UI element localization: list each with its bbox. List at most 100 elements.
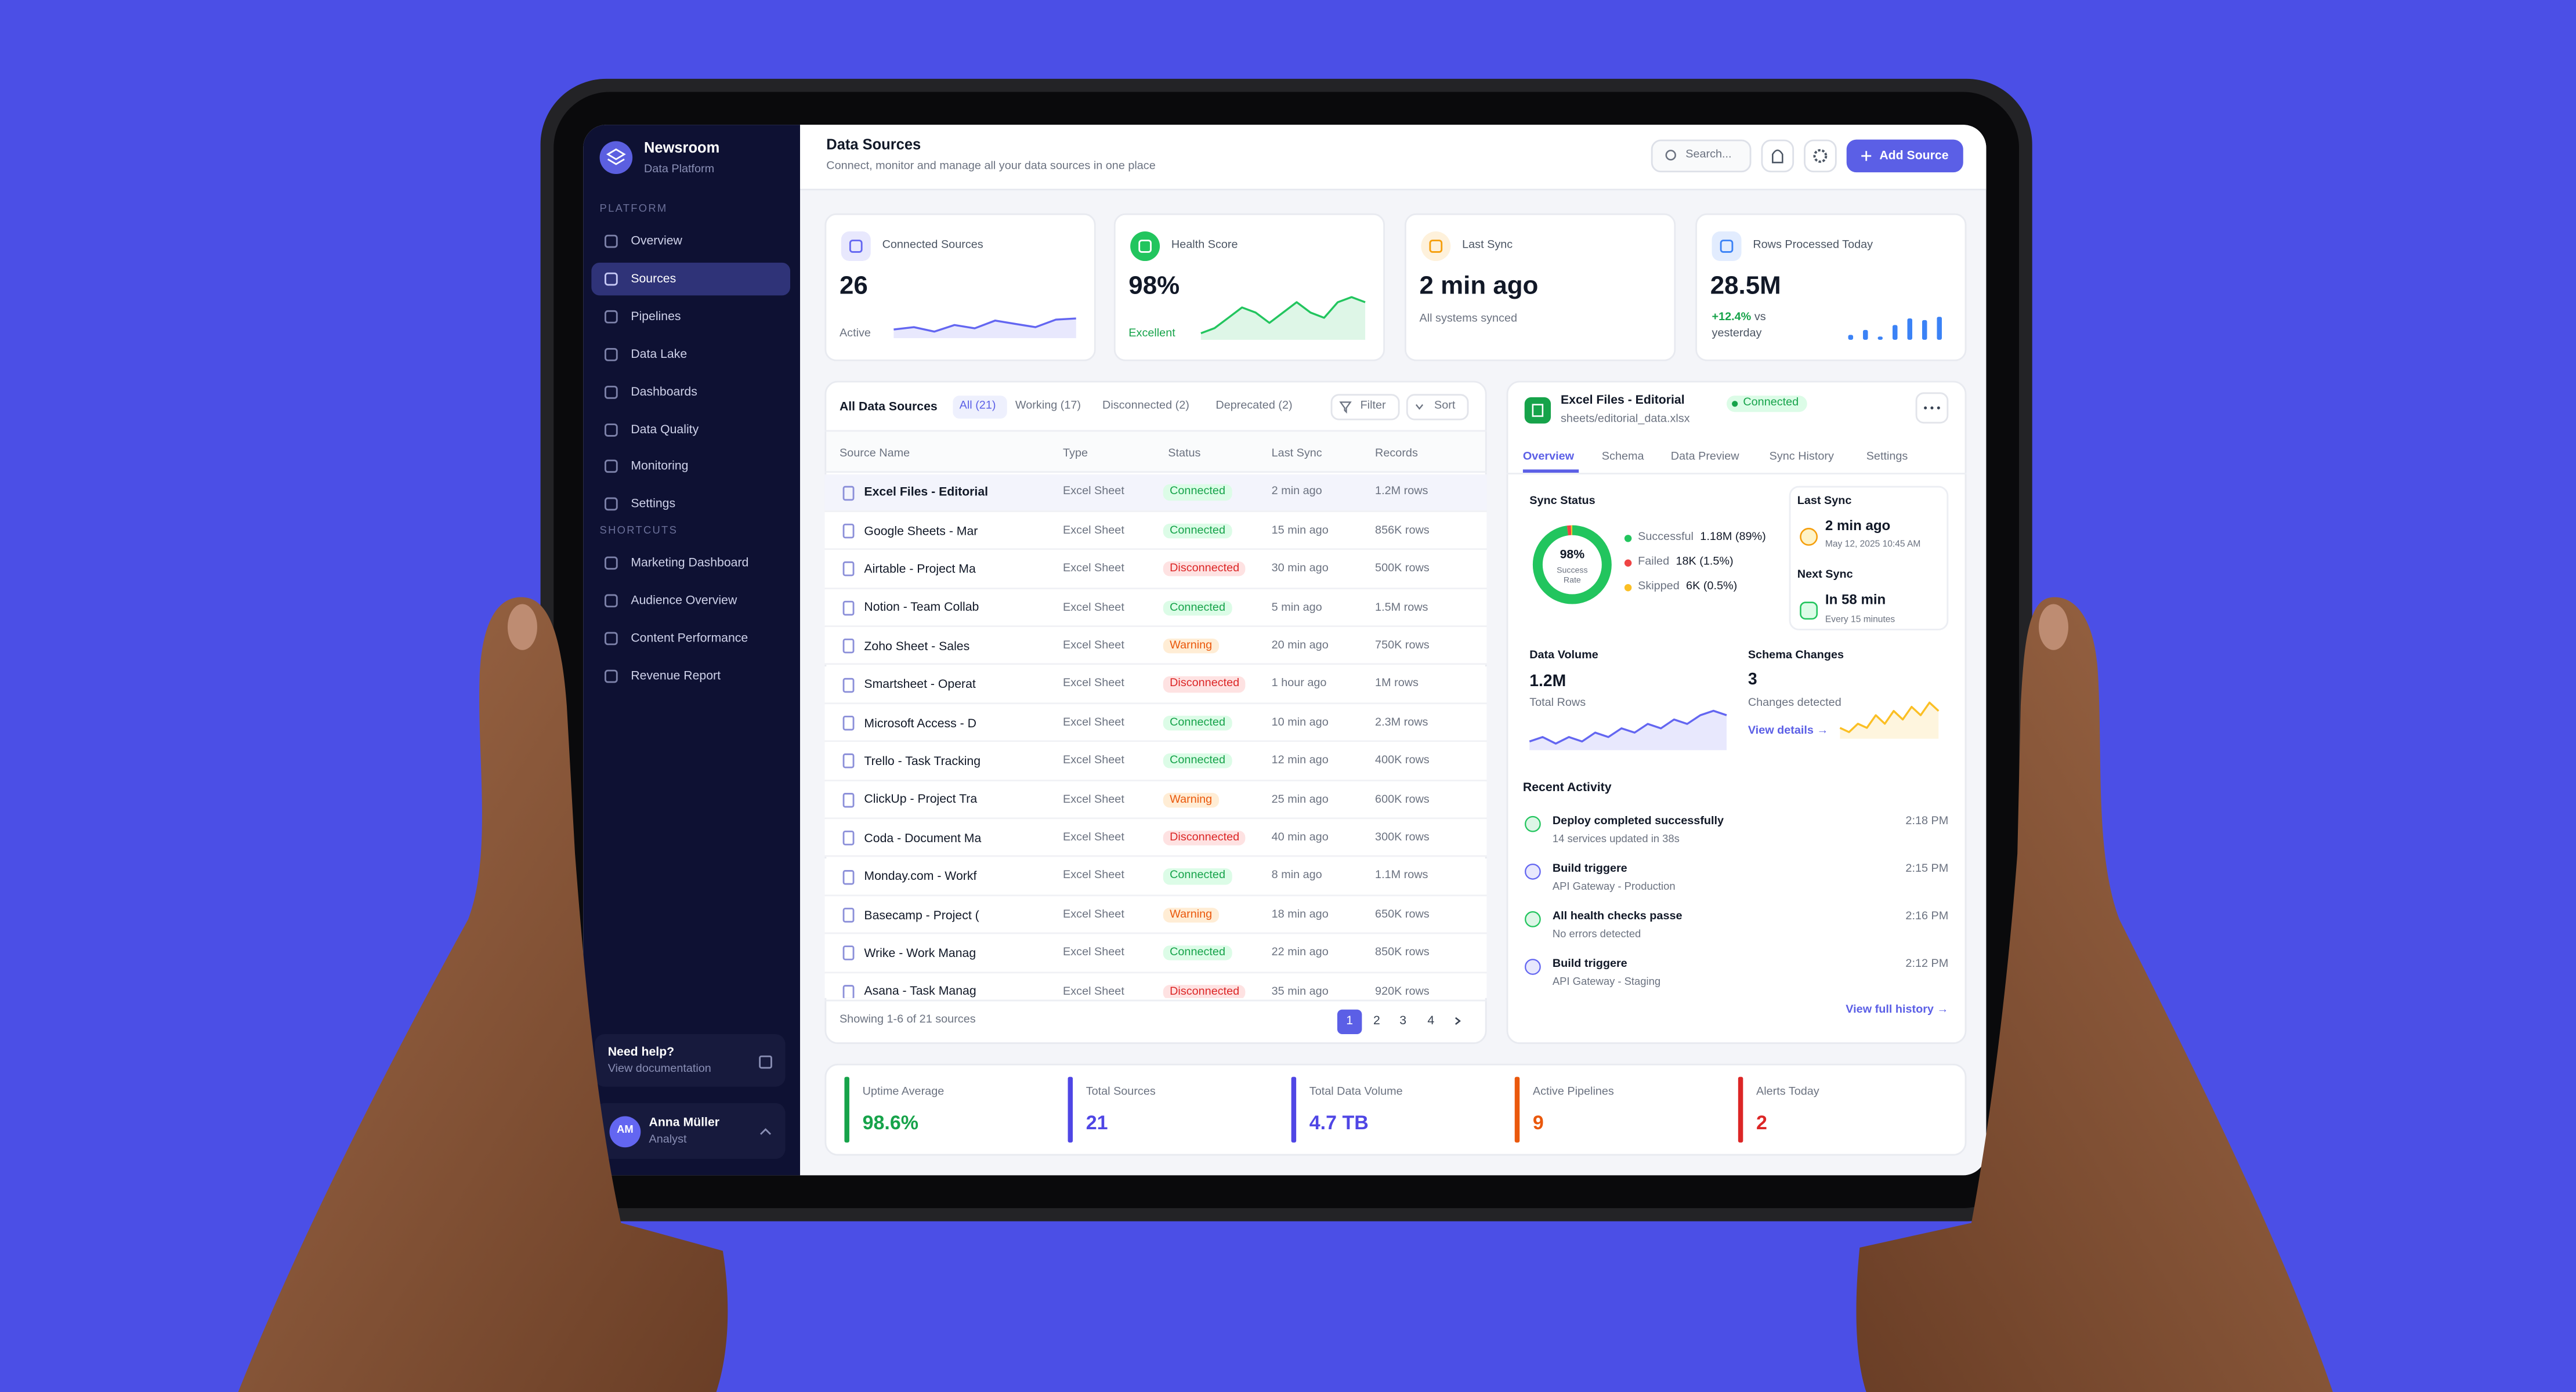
source-name: Wrike - Work Manag (864, 945, 976, 960)
filter-tab[interactable]: All (21) (959, 401, 996, 413)
nav-item[interactable]: Dashboards (631, 384, 697, 400)
status-badge: Disconnected (1163, 561, 1246, 577)
text: 1.18M (89%) (1700, 531, 1766, 543)
status-badge: Warning (1163, 907, 1219, 923)
sort-label: Sort (1434, 401, 1456, 413)
nav-item[interactable]: Content Performance (631, 630, 748, 646)
stat-value: 26 (839, 272, 868, 300)
stat-icon (1712, 231, 1742, 262)
table-row[interactable] (824, 704, 1487, 743)
table-row[interactable] (824, 627, 1487, 666)
user-role: Analyst (649, 1134, 687, 1147)
nav-item[interactable]: Data Quality (631, 422, 699, 437)
detail-tab[interactable]: Overview (1522, 452, 1575, 464)
sort-button[interactable] (1406, 394, 1469, 420)
nav-icon (605, 272, 618, 286)
nav-icon (605, 310, 618, 324)
nav-item[interactable]: Marketing Dashboard (631, 554, 749, 570)
file-icon (842, 600, 855, 615)
filter-tab[interactable]: Working (17) (1015, 401, 1081, 413)
stat-card (1405, 213, 1676, 361)
file-icon (842, 677, 855, 692)
source-name: Notion - Team Collab (864, 599, 979, 615)
nav-item[interactable]: Settings (631, 496, 676, 511)
text: 6K (0.5%) (1686, 581, 1738, 593)
last-sync: 40 min ago (1271, 832, 1329, 844)
source-name: Trello - Task Tracking (864, 753, 981, 768)
page-number[interactable]: 4 (1427, 1013, 1435, 1028)
source-name: Smartsheet - Operat (864, 676, 976, 691)
last-sync: 10 min ago (1271, 717, 1329, 729)
last-sync-value: 2 min ago (1825, 517, 1891, 535)
records: 2.3M rows (1375, 717, 1428, 729)
help-link[interactable]: View documentation (607, 1064, 711, 1076)
page-number[interactable]: 1 (1346, 1013, 1354, 1028)
table-row[interactable] (824, 781, 1487, 820)
text: Failed (1638, 556, 1670, 568)
table-row[interactable] (824, 934, 1487, 973)
more-button[interactable] (1915, 392, 1949, 424)
source-type: Excel Sheet (1063, 640, 1124, 652)
history-link[interactable]: View full history → (1846, 1005, 1949, 1017)
source-type: Excel Sheet (1063, 985, 1124, 998)
nav-item[interactable]: Monitoring (631, 458, 689, 473)
stat-value: 98% (1128, 272, 1180, 300)
source-type: Excel Sheet (1063, 563, 1124, 575)
table-row[interactable] (824, 819, 1487, 858)
detail-tab[interactable]: Schema (1601, 452, 1644, 464)
detail-tab[interactable]: Sync History (1769, 452, 1834, 464)
detail-tab[interactable]: Settings (1866, 452, 1908, 464)
stat-label: Health Score (1171, 240, 1238, 252)
source-type: Excel Sheet (1063, 947, 1124, 959)
nav-item[interactable]: Revenue Report (631, 668, 721, 683)
summary-label: Total Data Volume (1309, 1087, 1403, 1099)
records: 856K rows (1375, 525, 1430, 537)
section-title: Recent Activity (1522, 780, 1612, 795)
filter-tab[interactable]: Deprecated (2) (1215, 401, 1293, 413)
last-sync: 15 min ago (1271, 525, 1329, 537)
table-row[interactable] (824, 665, 1487, 704)
stat-note: Excellent (1128, 329, 1175, 341)
notifications-button[interactable] (1761, 139, 1794, 173)
left-thumbnail (507, 604, 537, 650)
page-number[interactable]: 3 (1399, 1013, 1407, 1028)
schema-value: 3 (1748, 670, 1757, 689)
add-source-label: Add Source (1879, 148, 1949, 163)
table-row[interactable] (824, 589, 1487, 628)
source-name: Zoho Sheet - Sales (864, 638, 970, 653)
schema-link[interactable]: View details → (1748, 726, 1829, 738)
filter-button[interactable] (1330, 394, 1400, 420)
user-name: Anna Müller (649, 1115, 720, 1130)
page-active (1337, 1009, 1362, 1034)
table-row[interactable] (824, 896, 1487, 935)
table-row[interactable] (824, 857, 1487, 896)
nav-item[interactable]: Pipelines (631, 309, 681, 324)
table-row[interactable] (824, 512, 1487, 550)
records: 850K rows (1375, 947, 1430, 959)
table-row[interactable] (824, 550, 1487, 589)
page-number[interactable]: 2 (1373, 1013, 1380, 1028)
help-card (595, 1034, 786, 1087)
nav-item[interactable]: Audience Overview (631, 593, 737, 608)
summary-label: Alerts Today (1756, 1087, 1819, 1099)
status-badge: Warning (1163, 792, 1219, 807)
source-name: Asana - Task Manag (864, 984, 976, 999)
summary-accent (1738, 1076, 1742, 1143)
table-row[interactable] (824, 742, 1487, 781)
nav-item[interactable]: Sources (631, 271, 676, 286)
table-row[interactable] (824, 973, 1487, 998)
nav-item[interactable]: Overview (631, 233, 682, 248)
detail-tab[interactable]: Data Preview (1670, 452, 1739, 464)
column-header: Status (1168, 448, 1201, 461)
nav-icon (605, 348, 618, 361)
search-box[interactable] (1651, 139, 1752, 173)
last-sync: 1 hour ago (1271, 679, 1327, 690)
settings-button[interactable] (1804, 139, 1837, 173)
table-row[interactable] (824, 473, 1487, 512)
filter-tab[interactable]: Disconnected (2) (1102, 401, 1189, 413)
section-title: Sync Status (1529, 496, 1595, 508)
nav-item[interactable]: Data Lake (631, 346, 688, 361)
activity-detail: API Gateway - Production (1552, 881, 1676, 893)
source-name: Excel Files - Editorial (864, 484, 989, 499)
